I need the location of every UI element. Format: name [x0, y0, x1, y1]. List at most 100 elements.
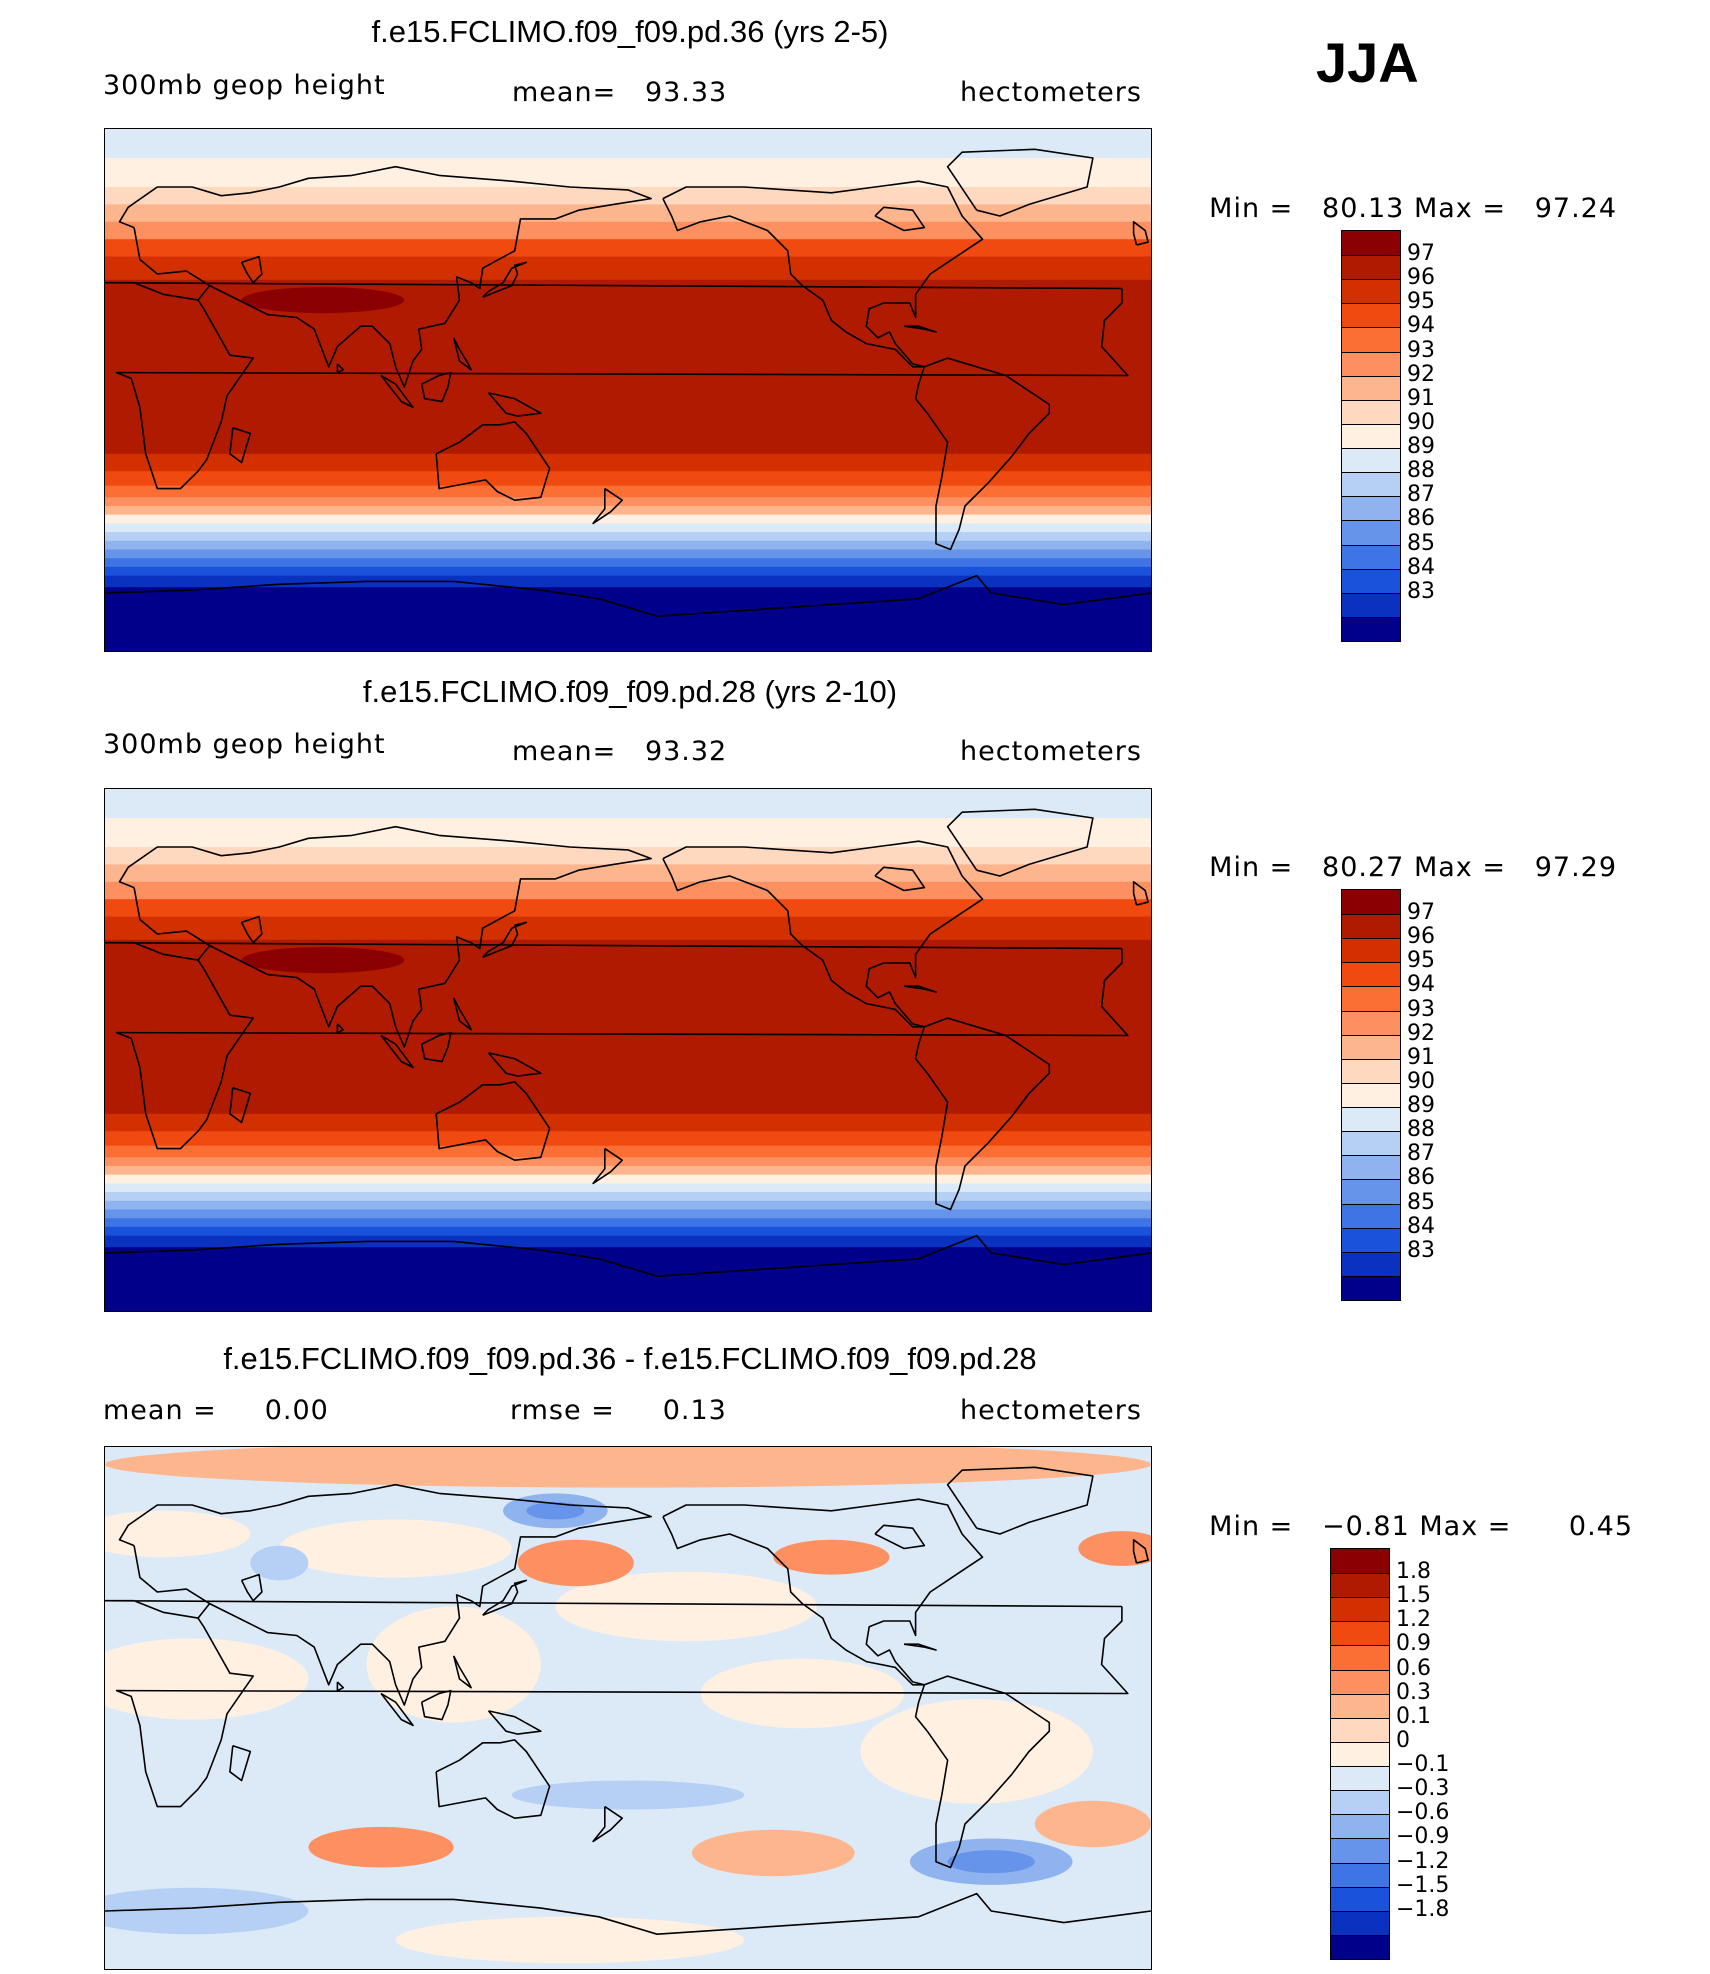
- colorbar-swatch: [1342, 1058, 1400, 1083]
- contour-band: [105, 158, 1151, 188]
- panel-3-map-svg: [105, 1447, 1151, 1969]
- colorbar-swatch: [1342, 448, 1400, 473]
- colorbar-swatch: [1342, 1275, 1400, 1300]
- colorbar-label: −0.1: [1396, 1752, 1450, 1778]
- colorbar-swatch: [1342, 423, 1400, 449]
- colorbar-swatch: [1342, 616, 1400, 641]
- contour-band: [105, 818, 1151, 848]
- colorbar-swatch: [1342, 568, 1400, 593]
- anomaly-region: [105, 1510, 251, 1558]
- coastline: [874, 206, 926, 232]
- panel-2-max-value: 97.29: [1534, 852, 1618, 883]
- coastline: [380, 1034, 414, 1069]
- colorbar-box: [1341, 889, 1401, 1301]
- coastline: [946, 808, 1094, 877]
- coastline: [197, 1603, 211, 1619]
- colorbar-swatch: [1331, 1838, 1389, 1863]
- panel-1-right-label: hectometers: [960, 77, 1142, 108]
- anomaly-region: [691, 1829, 855, 1877]
- colorbar-swatch: [1342, 914, 1400, 939]
- coastline: [662, 840, 984, 1028]
- colorbar-swatch: [1342, 592, 1400, 617]
- coastline: [946, 148, 1094, 217]
- coastline: [1132, 881, 1149, 906]
- colorbar-swatch: [1342, 399, 1400, 424]
- coastline: [435, 421, 551, 502]
- coastline: [452, 337, 472, 371]
- colorbar-swatch: [1331, 1814, 1389, 1839]
- panel-1-map-svg: [105, 129, 1151, 651]
- anomaly-region: [947, 1850, 1035, 1874]
- colorbar-label: 92: [1407, 361, 1435, 387]
- colorbar-swatch: [1342, 279, 1400, 304]
- contour-band: [105, 1192, 1151, 1202]
- colorbar-label: −0.6: [1396, 1800, 1450, 1826]
- colorbar-swatch: [1342, 255, 1400, 280]
- contour-band: [105, 899, 1151, 918]
- colorbar-label: 87: [1407, 482, 1435, 508]
- colorbar-swatch: [1342, 375, 1400, 400]
- contour-band: [105, 453, 1151, 472]
- colorbar-swatch: [1331, 1669, 1389, 1694]
- coastlines: [105, 1466, 1151, 1936]
- colorbar-box: [1341, 230, 1401, 642]
- coastline: [874, 1524, 926, 1550]
- panel-2-colorbar: 97 96 95 94 93 92 91 90 89 88 87 86 85 84 83: [1341, 889, 1435, 1301]
- coastline: [482, 921, 528, 958]
- contour-band: [105, 1209, 1151, 1219]
- coastline: [592, 1147, 624, 1185]
- coastline: [380, 374, 414, 409]
- colorbar-swatch: [1331, 1645, 1389, 1670]
- contour-band: [105, 1131, 1151, 1147]
- colorbar-swatch: [1342, 1082, 1400, 1108]
- panel-3-max-value: 0.45: [1568, 1511, 1634, 1542]
- contour-band: [105, 847, 1151, 865]
- contour-band: [105, 864, 1151, 883]
- coastline: [336, 363, 345, 374]
- colorbar-label: 88: [1407, 1117, 1435, 1143]
- coastline: [592, 1805, 624, 1843]
- colorbar-swatch: [1331, 1910, 1389, 1935]
- colorbar-label: 89: [1407, 434, 1435, 460]
- coastline: [1132, 1539, 1149, 1564]
- colorbar-label: 0.9: [1396, 1631, 1431, 1657]
- coastline: [420, 1031, 452, 1063]
- coastline: [105, 1234, 1151, 1278]
- panel-2-center-label: mean= 93.32: [512, 736, 728, 767]
- colorbar-label: −0.9: [1396, 1824, 1450, 1850]
- colorbar-swatch: [1342, 1131, 1400, 1156]
- coastline: [487, 392, 542, 417]
- colorbar-swatch: [1331, 1573, 1389, 1598]
- colorbar-label: 90: [1407, 409, 1435, 435]
- contour-band: [105, 566, 1151, 577]
- colorbar-label: −1.8: [1396, 1896, 1450, 1922]
- coastline: [662, 180, 984, 368]
- colorbar-swatch: [1342, 1034, 1400, 1059]
- colorbar-swatch: [1331, 1549, 1389, 1574]
- colorbar-swatch: [1342, 496, 1400, 521]
- coastline: [662, 1498, 984, 1686]
- coastline: [914, 1017, 1051, 1211]
- anomaly-region: [517, 1539, 634, 1587]
- panel-3-right-label: hectometers: [960, 1395, 1142, 1426]
- panel-3-title: f.e15.FCLIMO.f09_f09.pd.36 - f.e15.FCLIM…: [223, 1341, 1037, 1376]
- coastline: [240, 915, 263, 944]
- contour-band: [105, 1166, 1151, 1176]
- contour-band: [105, 575, 1151, 588]
- colorbar-swatch: [1331, 1717, 1389, 1742]
- panel-2-map-svg: [105, 789, 1151, 1311]
- panel-1-left-label: 300mb geop height: [103, 70, 386, 101]
- coastline: [903, 985, 937, 993]
- coastline: [197, 285, 211, 301]
- coastline: [105, 281, 1129, 490]
- coastline: [435, 1739, 551, 1820]
- panel-1-colorbar: 97 96 95 94 93 92 91 90 89 88 87 86 85 84 83: [1341, 230, 1435, 642]
- contour-band: [105, 532, 1151, 542]
- contour-band: [105, 471, 1151, 487]
- panel-3-left-label: mean = 0.00: [103, 1395, 329, 1426]
- coastline: [487, 1710, 542, 1735]
- panel-3-max-label: Max =: [1419, 1511, 1512, 1542]
- contour-band: [105, 1145, 1151, 1158]
- anomaly-region: [511, 1780, 745, 1810]
- anomaly-region: [250, 1545, 309, 1581]
